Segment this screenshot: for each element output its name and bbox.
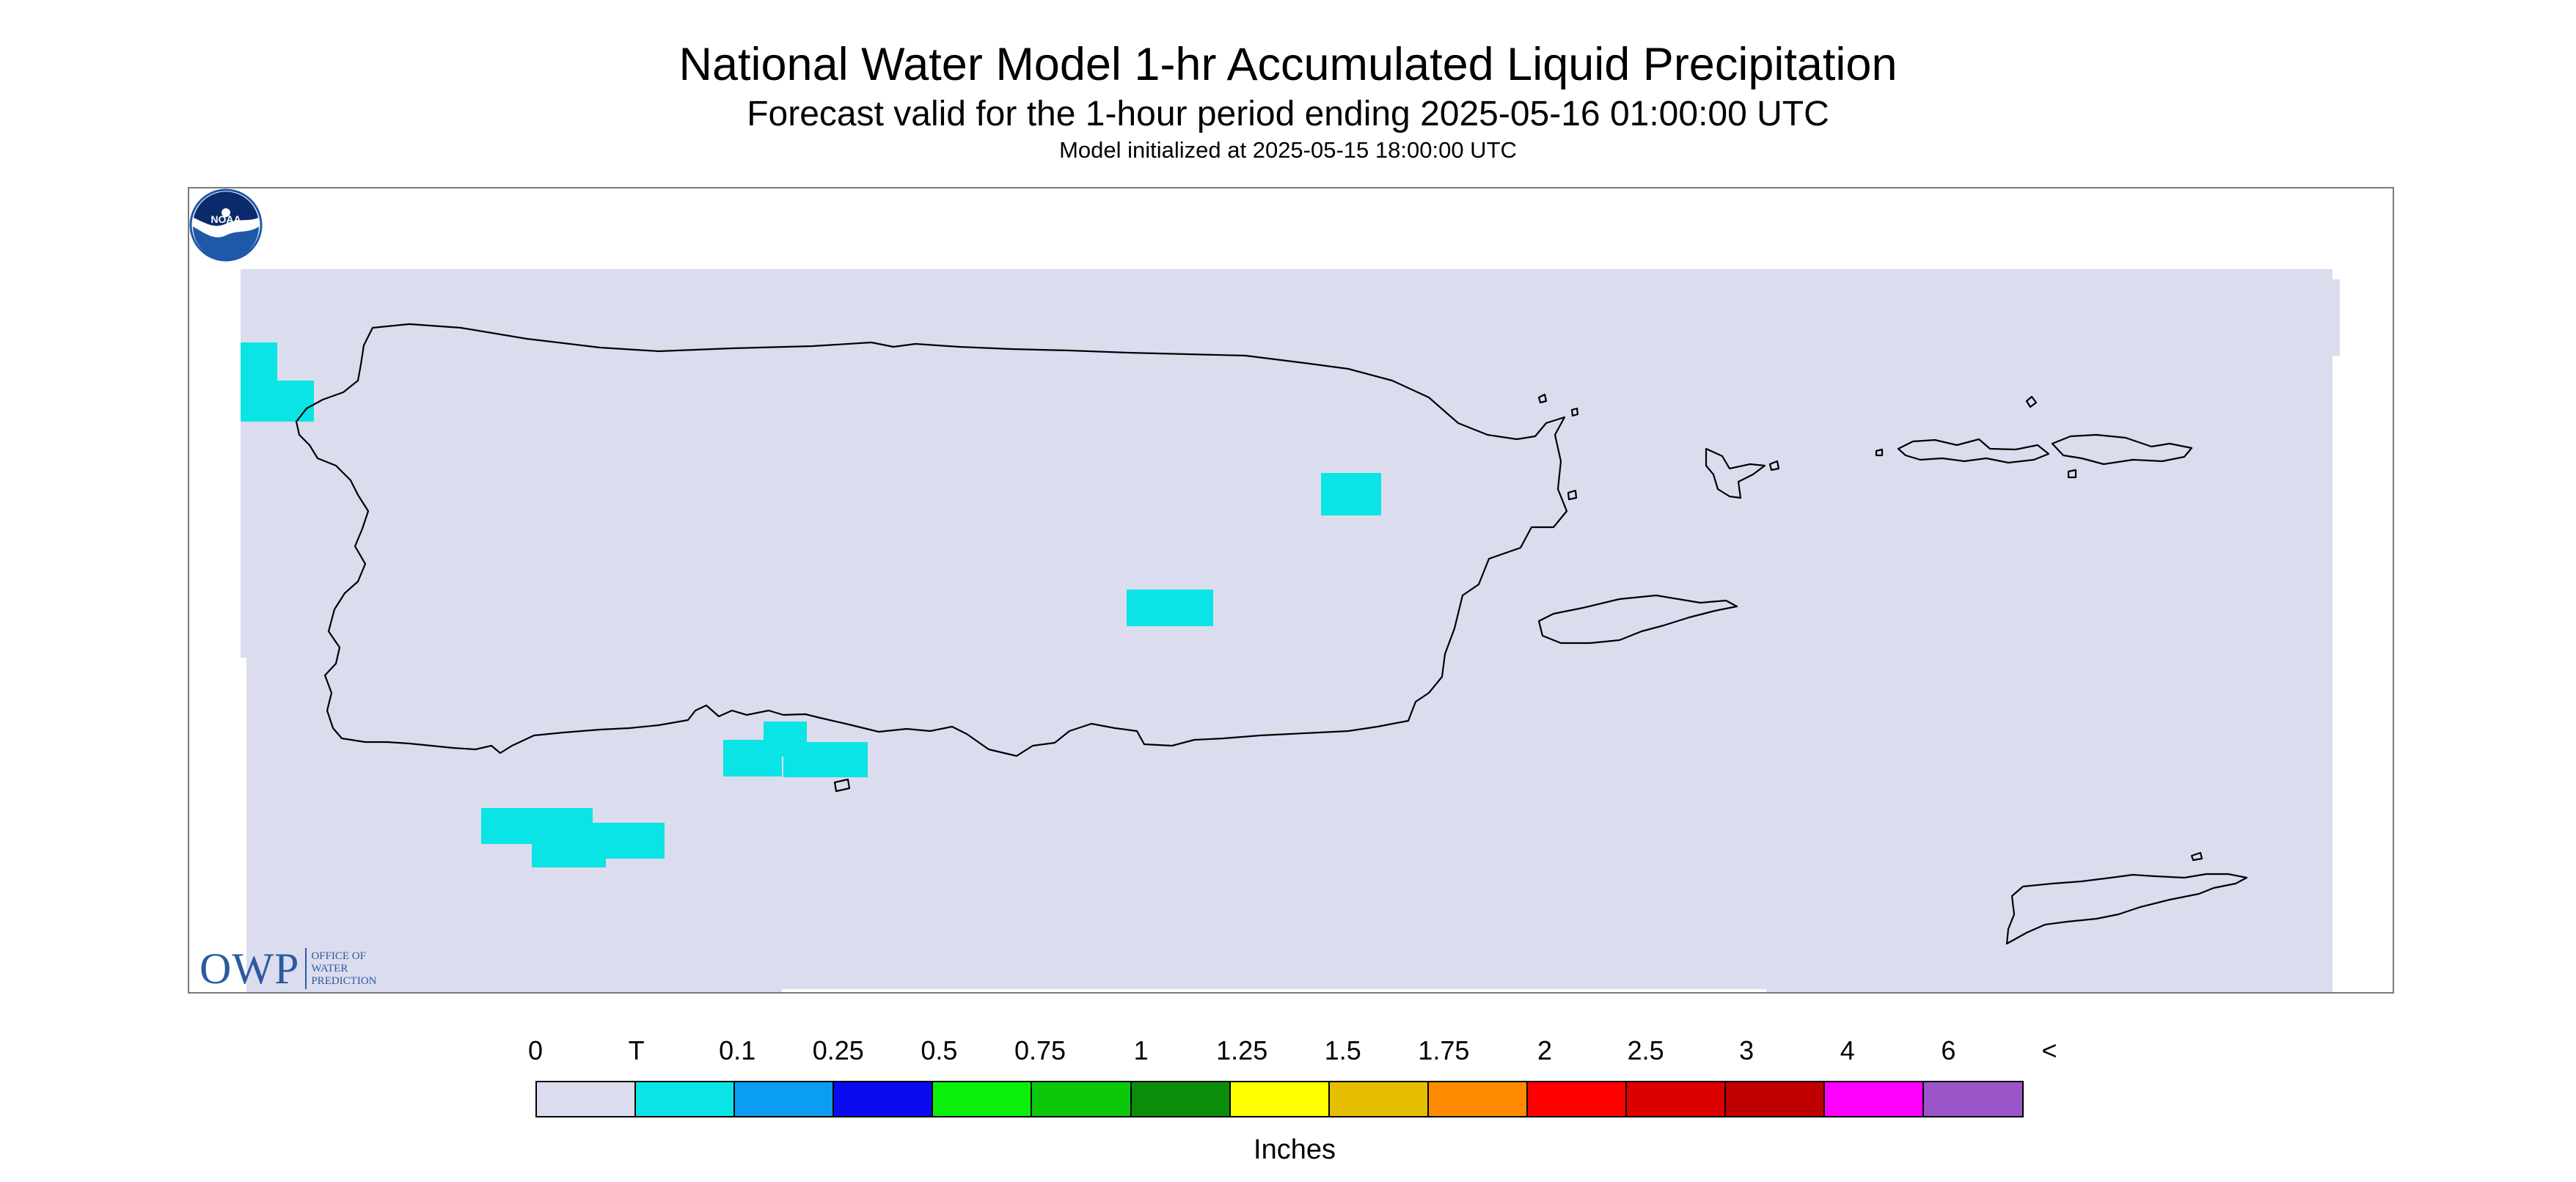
legend-swatch [1031, 1081, 1133, 1117]
noaa-logo-text: NOAA [211, 213, 241, 225]
legend-tick-label: 2 [1537, 1035, 1553, 1065]
legend-tick-label: 4 [1840, 1035, 1855, 1065]
legend-swatch [733, 1081, 835, 1117]
legend-tick-label: 0.75 [1014, 1035, 1066, 1065]
legend-swatch [1130, 1081, 1232, 1117]
owp-logo-line: WATER [311, 962, 348, 974]
legend-swatch [535, 1081, 637, 1117]
legend-swatch [1724, 1081, 1826, 1117]
legend-swatch [1625, 1081, 1727, 1117]
precip-cell [783, 742, 868, 777]
legend-swatch [634, 1081, 736, 1117]
precip-cell [1127, 590, 1213, 626]
vi-islet-coastline [2025, 395, 2038, 408]
culebra-coastline [1705, 447, 1766, 499]
legend-tick-label: T [628, 1035, 645, 1065]
legend-swatch [1229, 1081, 1331, 1117]
legend-swatch [932, 1081, 1033, 1117]
owp-logo-line: OFFICE OF [311, 950, 366, 962]
precip-cell [1321, 473, 1381, 515]
owp-logo-letters: OWP [200, 944, 300, 993]
owp-logo-subtext: OFFICE OF WATER PREDICTION [311, 950, 376, 988]
pr-east-islet-coastline [1567, 489, 1578, 501]
pr-east-islet-coastline [1537, 393, 1548, 404]
owp-logo-divider [305, 948, 307, 989]
precip-cell [481, 808, 665, 867]
legend-tick-label: 1.75 [1418, 1035, 1470, 1065]
legend-tick-label: 0 [527, 1035, 544, 1065]
legend-tick-label: 1.5 [1324, 1035, 1361, 1065]
legend-swatch [1922, 1081, 2024, 1117]
legend-swatch [833, 1081, 934, 1117]
model-init-line: Model initialized at 2025-05-15 18:00:00… [1059, 137, 1517, 163]
precip-grid-background [241, 269, 2340, 992]
precipitation-map: OWP OFFICE OF WATER PREDICTION NOAA [188, 187, 2394, 994]
legend-swatch [1427, 1081, 1529, 1117]
coastlines [295, 323, 2248, 945]
st-thomas-coastline [1897, 438, 2050, 464]
caja-de-muertos-coastline [833, 778, 851, 793]
legend-tick-label: 3 [1739, 1035, 1754, 1065]
owp-logo-line: PREDICTION [311, 974, 377, 987]
legend-colorbar [535, 1081, 2024, 1117]
owp-logo: OWP OFFICE OF WATER PREDICTION [200, 947, 377, 991]
precip-cell [723, 722, 807, 777]
legend-unit-label: Inches [1254, 1134, 1336, 1165]
map-subtitle: Forecast valid for the 1-hour period end… [747, 95, 1829, 133]
legend-tick-label: 0.1 [719, 1035, 756, 1065]
legend-tick-label: 2.5 [1627, 1035, 1664, 1065]
legend-swatch [1526, 1081, 1628, 1117]
puerto-rico-coastline [295, 323, 1568, 757]
legend-tick-label: 6 [1941, 1035, 1956, 1065]
legend-tick-label: 1.25 [1216, 1035, 1268, 1065]
map-title: National Water Model 1-hr Accumulated Li… [678, 39, 1898, 90]
st-john-coastline [2051, 433, 2193, 466]
legend-tick-label: 1 [1133, 1035, 1149, 1065]
precip-cells [241, 342, 1381, 867]
st-croix-coastline [2005, 873, 2248, 945]
pr-east-islet-coastline [1570, 407, 1579, 417]
legend-swatch [1823, 1081, 1925, 1117]
buck-island-coastline [2190, 851, 2203, 862]
vi-islet-coastline [1875, 448, 1884, 457]
vieques-coastline [1537, 594, 1738, 645]
precip-cell [241, 342, 314, 422]
noaa-logo: NOAA [189, 188, 263, 262]
legend-swatch [1328, 1081, 1430, 1117]
precip-legend: 0 T 0.1 0.25 0.5 0.75 1 1.25 1.5 1.75 2 2.5 3 4 6 < Inc… [528, 1034, 2057, 1181]
culebra-islet-coastline [1768, 460, 1780, 471]
legend-tick-label: < [2041, 1035, 2057, 1065]
legend-tick-label: 0.25 [812, 1035, 864, 1065]
legend-tick-label: 0.5 [921, 1035, 958, 1065]
vi-islet-coastline [2067, 469, 2077, 479]
